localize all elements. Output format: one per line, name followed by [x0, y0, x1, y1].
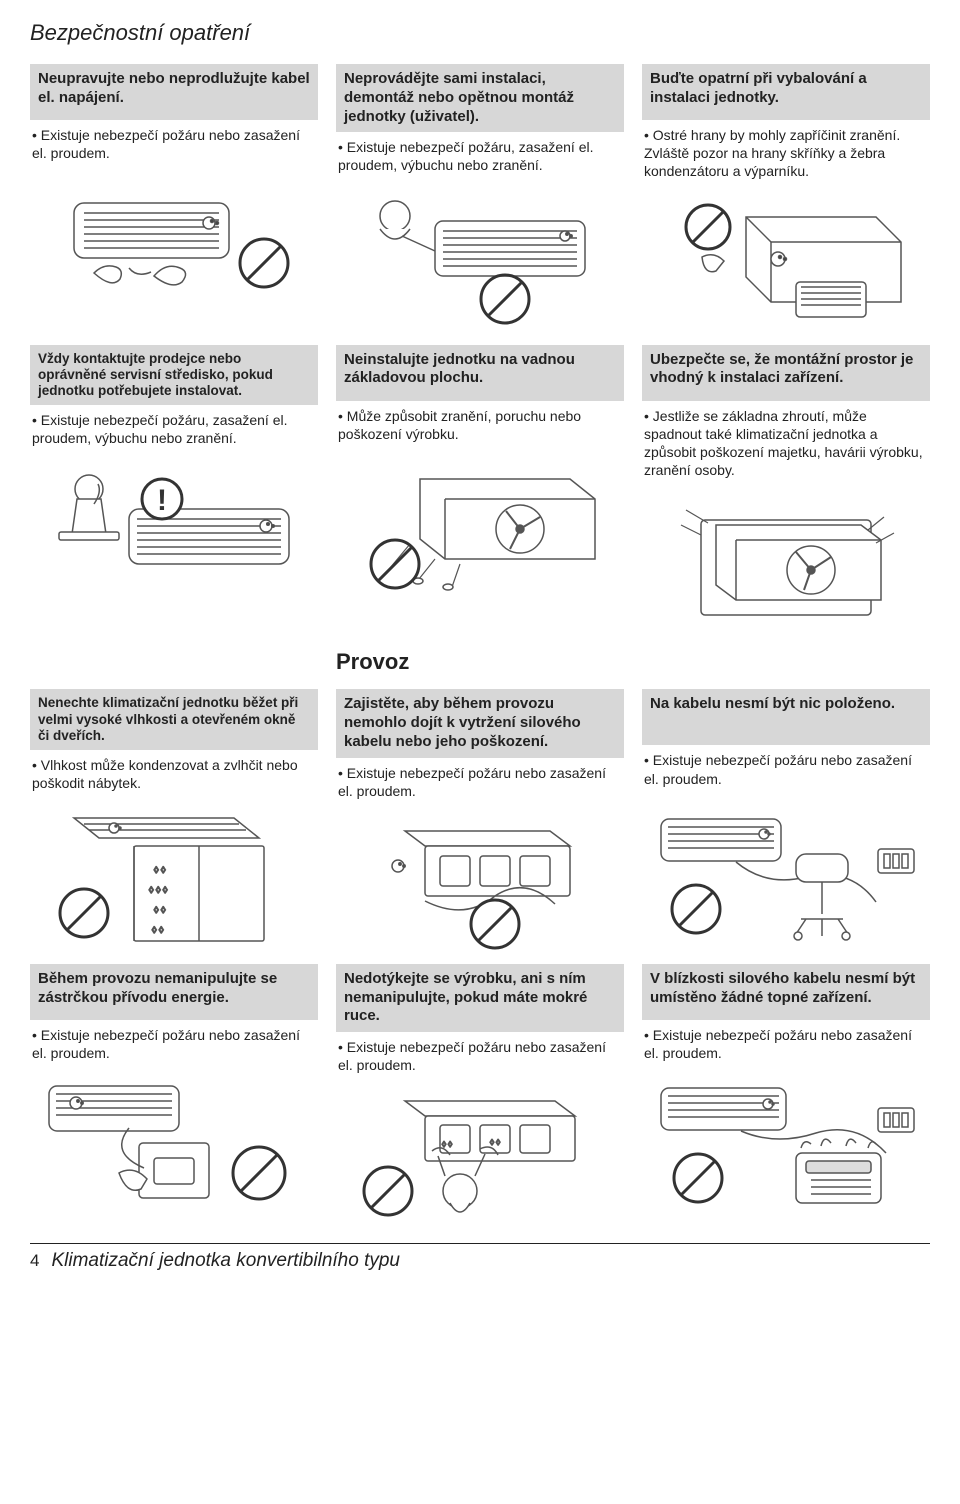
illustration [642, 187, 930, 337]
body: • Ostré hrany by mohly zapříčinit zraněn… [642, 120, 930, 185]
alert-icon: ! [142, 479, 182, 519]
prohibit-icon [240, 239, 288, 287]
illustration: ◊ ◊ ◊ ◊ [336, 1081, 624, 1231]
prohibit-icon [674, 1154, 722, 1202]
cell-r2c3: Ubezpečte se, že montážní prostor je vho… [642, 345, 930, 636]
page-title: Bezpečnostní opatření [30, 20, 930, 46]
svg-text:◊ ◊: ◊ ◊ [152, 925, 164, 935]
footer-page-number: 4 [30, 1251, 39, 1271]
body: • Vlhkost může kondenzovat a zvlhčit neb… [30, 750, 318, 796]
heading: V blízkosti silového kabelu nesmí být um… [642, 964, 930, 1020]
cell-r1c2: Neprovádějte sami instalaci, demontáž ne… [336, 64, 624, 337]
section-heading: Provoz [336, 649, 624, 675]
heading: Neinstalujte jednotku na vadnou základov… [336, 345, 624, 401]
illustration [336, 806, 624, 956]
heading: Ubezpečte se, že montážní prostor je vho… [642, 345, 930, 401]
body: • Může způsobit zranění, poruchu nebo po… [336, 401, 624, 447]
heading: Buďte opatrní při vybalování a instalaci… [642, 64, 930, 120]
illustration [642, 485, 930, 635]
cell-r2c2: Neinstalujte jednotku na vadnou základov… [336, 345, 624, 636]
prohibit-icon [371, 540, 419, 588]
body: • Existuje nebezpečí požáru nebo zasažen… [30, 1020, 318, 1066]
prohibit-icon [471, 900, 519, 948]
heading: Na kabelu nesmí být nic položeno. [642, 689, 930, 745]
illustration [30, 1068, 318, 1218]
heading: Nedotýkejte se výrobku, ani s ním nemani… [336, 964, 624, 1032]
body: • Jestliže se základna zhroutí, může spa… [642, 401, 930, 484]
body: • Existuje nebezpečí požáru, zasažení el… [30, 405, 318, 451]
body: • Existuje nebezpečí požáru nebo zasažen… [30, 120, 318, 166]
heading: Nenechte klimatizační jednotku běžet při… [30, 689, 318, 750]
svg-text:◊ ◊ ◊: ◊ ◊ ◊ [149, 885, 168, 895]
body: • Existuje nebezpečí požáru nebo zasažen… [336, 758, 624, 804]
svg-text:◊ ◊: ◊ ◊ [154, 865, 166, 875]
illustration [336, 181, 624, 331]
svg-text:!: ! [157, 484, 167, 517]
illustration [642, 1068, 930, 1218]
heading: Během provozu nemanipulujte se zástrčkou… [30, 964, 318, 1020]
illustration: ◊ ◊ ◊ ◊ ◊ ◊ ◊ ◊ ◊ [30, 798, 318, 948]
prohibit-icon [233, 1147, 285, 1199]
svg-text:◊ ◊: ◊ ◊ [442, 1140, 452, 1149]
illustration: ! [30, 454, 318, 604]
svg-text:◊ ◊: ◊ ◊ [154, 905, 166, 915]
cell-r1c3: Buďte opatrní při vybalování a instalaci… [642, 64, 930, 337]
section-row: Provoz [30, 643, 930, 681]
footer: 4 Klimatizační jednotka konvertibilního … [30, 1243, 930, 1272]
heading: Neupravujte nebo neprodlužujte kabel el.… [30, 64, 318, 120]
prohibit-icon [60, 889, 108, 937]
prohibit-icon [672, 885, 720, 933]
heading: Zajistěte, aby během provozu nemohlo doj… [336, 689, 624, 757]
cell-r3c1: Nenechte klimatizační jednotku běžet při… [30, 689, 318, 956]
footer-title: Klimatizační jednotka konvertibilního ty… [51, 1250, 400, 1272]
illustration [336, 449, 624, 599]
safety-grid: Neupravujte nebo neprodlužujte kabel el.… [30, 64, 930, 1231]
heading: Vždy kontaktujte prodejce nebo oprávněné… [30, 345, 318, 406]
svg-text:◊ ◊: ◊ ◊ [490, 1138, 500, 1147]
illustration [30, 168, 318, 318]
body: • Existuje nebezpečí požáru nebo zasažen… [642, 745, 930, 791]
prohibit-icon [686, 205, 730, 249]
heading: Neprovádějte sami instalaci, demontáž ne… [336, 64, 624, 132]
prohibit-icon [364, 1167, 412, 1215]
body: • Existuje nebezpečí požáru nebo zasažen… [336, 1032, 624, 1078]
cell-r4c3: V blízkosti silového kabelu nesmí být um… [642, 964, 930, 1231]
cell-r3c2: Zajistěte, aby během provozu nemohlo doj… [336, 689, 624, 956]
illustration [642, 794, 930, 944]
body: • Existuje nebezpečí požáru, zasažení el… [336, 132, 624, 178]
cell-r2c1: Vždy kontaktujte prodejce nebo oprávněné… [30, 345, 318, 636]
cell-r3c3: Na kabelu nesmí být nic položeno. • Exis… [642, 689, 930, 956]
cell-r4c2: Nedotýkejte se výrobku, ani s ním nemani… [336, 964, 624, 1231]
cell-r1c1: Neupravujte nebo neprodlužujte kabel el.… [30, 64, 318, 337]
prohibit-icon [481, 275, 529, 323]
body: • Existuje nebezpečí požáru nebo zasažen… [642, 1020, 930, 1066]
cell-r4c1: Během provozu nemanipulujte se zástrčkou… [30, 964, 318, 1231]
